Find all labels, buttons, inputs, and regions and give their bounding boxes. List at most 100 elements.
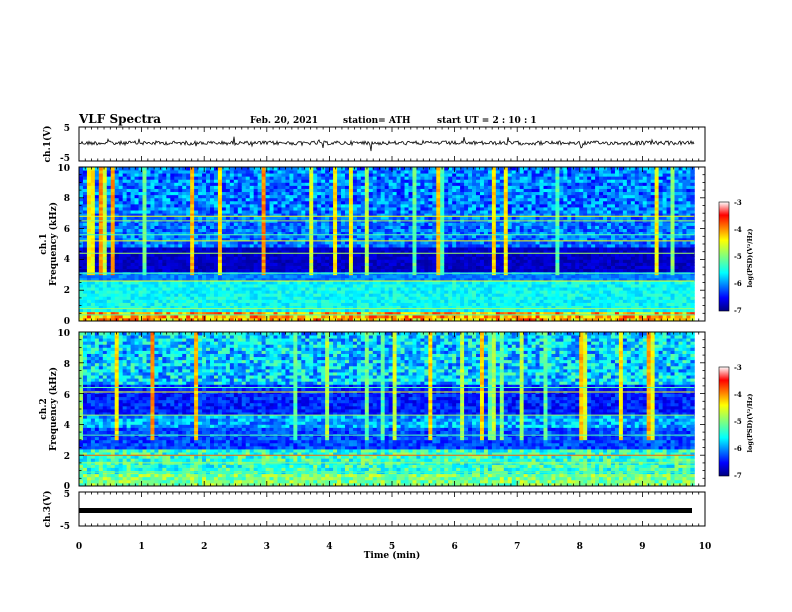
ch1-spectrogram-cell	[210, 287, 215, 291]
ch1-spectrogram-cell	[130, 284, 135, 288]
ch1-spectrogram-cell	[257, 244, 263, 248]
ch1-spectrogram-cell	[261, 182, 266, 186]
ch1-spectrogram-cell	[178, 265, 183, 270]
ch1-spectrogram-cell	[245, 173, 251, 177]
ch1-spectrogram-cell	[444, 207, 449, 211]
ch1-spectrogram-cell	[444, 293, 449, 297]
ch1-spectrogram-cell	[436, 240, 441, 245]
ch1-spectrogram-cell	[305, 247, 310, 251]
ch1-spectrogram-cell	[424, 302, 429, 306]
ch1-spectrogram-cell	[348, 290, 354, 294]
ch1-spectrogram-cell	[273, 240, 278, 245]
ch1-spectrogram-cell	[428, 203, 433, 208]
ch1-spectrogram-cell	[217, 268, 223, 273]
ch1-spectrogram-cell	[416, 244, 421, 248]
ch1-spectrogram-cell	[102, 302, 108, 306]
ch1-spectrogram-cell	[305, 167, 310, 171]
ch1-spectrogram-cell	[329, 179, 334, 183]
ch1-spectrogram-cell	[174, 302, 179, 306]
ch1-spectrogram-cell	[134, 250, 139, 254]
ch1-spectrogram-cell	[364, 277, 370, 282]
ch1-spectrogram-cell	[194, 182, 199, 186]
ch1-spectrogram-cell	[325, 265, 330, 270]
ch1-spectrogram-cell	[249, 296, 255, 300]
ch1-spectrogram-cell	[210, 308, 215, 313]
ch1-spectrogram-cell	[297, 197, 302, 202]
ch1-spectrogram-cell	[241, 210, 247, 214]
ch1-spectrogram-cell	[337, 317, 342, 322]
ch1-spectrogram-cell	[142, 293, 147, 297]
ch1-spectrogram-cell	[217, 225, 223, 229]
ch1-spectrogram-cell	[416, 176, 421, 180]
ch1-spectrogram-cell	[344, 244, 350, 248]
ch1-spectrogram-cell	[269, 213, 274, 217]
ch1-spectrogram-cell	[325, 268, 330, 273]
ch1-spectrogram-cell	[174, 287, 179, 291]
ch1-spectrogram-cell	[376, 167, 382, 171]
ch1-spectrogram-cell	[261, 194, 266, 199]
ch1-spectrogram-cell	[229, 311, 235, 316]
ch1-spectrogram-cell	[210, 210, 215, 214]
ch1-spectrogram-cell	[174, 256, 179, 260]
ch1-spectrogram-cell	[341, 210, 346, 214]
ch1-spectrogram-cell	[305, 317, 310, 322]
ch1-spectrogram-cell	[142, 167, 147, 171]
ch1-spectrogram-cell	[344, 253, 350, 257]
ch1-spectrogram-cell	[356, 296, 362, 300]
ch1-spectrogram-cell	[245, 253, 251, 257]
ch1-spectrogram-cell	[114, 293, 120, 297]
ch1-spectrogram-cell	[90, 185, 96, 189]
ch1-spectrogram-cell	[380, 234, 386, 239]
ch1-spectrogram-cell	[360, 277, 366, 282]
ch1-spectrogram-cell	[265, 225, 270, 229]
ch1-spectrogram-cell	[380, 265, 386, 270]
ch1-spectrogram-cell	[329, 311, 334, 316]
ch1-spectrogram-cell	[341, 185, 346, 189]
ch1-spectrogram-cell	[237, 305, 243, 310]
ch1-spectrogram-cell	[213, 185, 219, 189]
ch1-spectrogram-cell	[372, 268, 378, 273]
ch1-spectrogram-cell	[348, 179, 354, 183]
ch1-spectrogram-cell	[400, 240, 405, 245]
ch1-spectrogram-cell	[198, 256, 203, 260]
ch1-spectrogram-cell	[360, 216, 366, 220]
ch1-spectrogram-cell	[368, 203, 374, 208]
ch1-spectrogram-cell	[134, 231, 139, 236]
ch1-spectrogram-cell	[253, 173, 259, 177]
ch1-spectrogram-cell	[368, 210, 374, 214]
ch1-spectrogram-cell	[126, 240, 132, 245]
ch1-spectrogram-cell	[392, 314, 397, 319]
ch1-spectrogram-cell	[452, 216, 457, 220]
ch1-spectrogram-cell	[182, 287, 187, 291]
ch1-spectrogram-cell	[444, 228, 449, 233]
ch1-spectrogram-cell	[281, 173, 286, 177]
ch1-spectrogram-cell	[265, 179, 270, 183]
ch1-spectrogram-cell	[110, 284, 116, 288]
ch1-spectrogram-cell	[166, 253, 171, 257]
ch1-spectrogram-cell	[400, 259, 405, 263]
ch1-spectrogram-cell	[213, 302, 219, 306]
ch1-spectrogram-cell	[130, 240, 135, 245]
ch1-spectrogram-cell	[150, 170, 155, 174]
ch1-spectrogram-cell	[166, 247, 171, 251]
ch1-spectrogram-cell	[182, 262, 187, 266]
ch1-spectrogram-cell	[118, 210, 124, 214]
ch1-spectrogram-cell	[285, 176, 290, 180]
ch1-spectrogram-cell	[388, 173, 394, 177]
ch1-spectrogram-cell	[90, 179, 96, 183]
ch1-spectrogram-cell	[277, 293, 282, 297]
ch1-spectrogram-cell	[174, 200, 179, 205]
ch1-spectrogram-cell	[313, 194, 318, 199]
ch1-spectrogram-cell	[337, 280, 342, 285]
ch1-spectrogram-cell	[301, 305, 306, 310]
ch1-spectrogram-cell	[138, 222, 143, 226]
ch1-spectrogram-cell	[325, 287, 330, 291]
ch1-spectrogram-cell	[277, 253, 282, 257]
ch1-spectrogram-cell	[154, 259, 159, 263]
ch1-spectrogram-cell	[170, 203, 175, 208]
ch1-spectrogram-cell	[376, 240, 382, 245]
ch1-spectrogram-cell	[444, 265, 449, 270]
ch1-spectrogram-cell	[456, 299, 461, 303]
ch1-spectrogram-cell	[404, 317, 409, 322]
ch1-spectrogram-cell	[138, 197, 143, 202]
